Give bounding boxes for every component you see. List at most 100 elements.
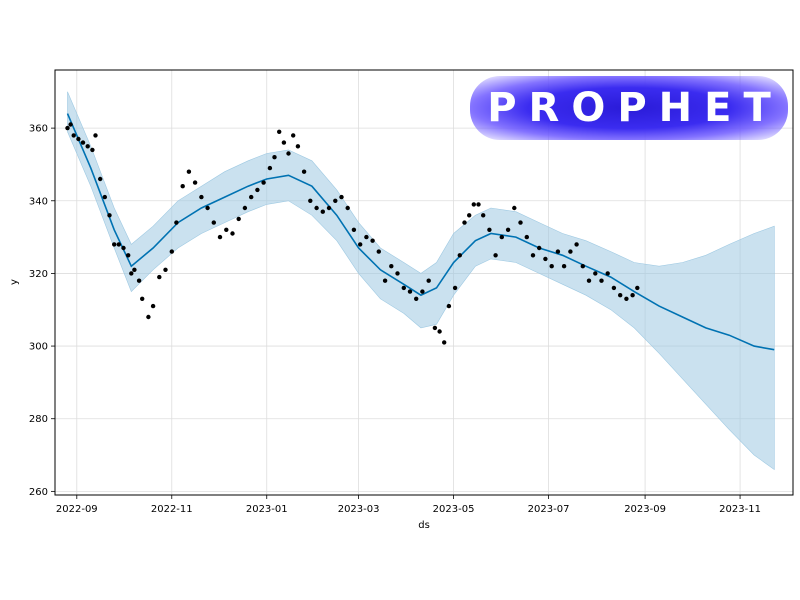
observed-point [345, 205, 350, 211]
observed-point [76, 136, 81, 142]
observed-point [281, 140, 287, 145]
observed-point [121, 245, 126, 251]
observed-point [68, 122, 73, 127]
observed-point [261, 180, 266, 185]
observed-point [630, 293, 635, 298]
x-tick-label: 2023-11 [719, 504, 761, 515]
observed-point [180, 184, 185, 189]
observed-point [512, 205, 517, 211]
observed-point [71, 133, 76, 138]
observed-point [236, 216, 241, 222]
observed-point [476, 202, 481, 207]
observed-point [618, 293, 623, 298]
observed-point [314, 205, 319, 211]
x-tick-label: 2023-03 [338, 504, 380, 515]
observed-point [452, 285, 458, 291]
observed-point [267, 165, 273, 171]
prophet-logo-text: PROPHET [487, 85, 783, 131]
x-tick-label: 2023-07 [528, 504, 570, 515]
observed-point [157, 274, 162, 280]
forecast-line [66, 113, 775, 351]
observed-point [420, 289, 425, 294]
y-tick-label: 320 [29, 269, 48, 280]
prophet-logo: PROPHET [470, 76, 788, 140]
observed-point [163, 267, 168, 272]
y-tick-label: 260 [29, 487, 48, 498]
observed-point [580, 264, 585, 269]
observed-point [255, 187, 260, 193]
observed-point [192, 180, 198, 185]
observed-point [599, 278, 604, 283]
observed-point [129, 271, 134, 276]
x-tick-label: 2022-11 [151, 504, 193, 515]
observed-point [217, 234, 223, 240]
y-tick-label: 280 [29, 414, 48, 425]
x-tick-label: 2023-01 [246, 504, 288, 515]
observed-point [169, 249, 174, 254]
observed-point [186, 169, 192, 174]
y-axis-title: y [9, 279, 20, 285]
observed-point [414, 296, 419, 301]
observed-point [499, 234, 504, 240]
observed-point [530, 253, 536, 258]
x-tick-label: 2023-09 [624, 504, 666, 515]
observed-point [437, 329, 442, 334]
observed-point [561, 264, 567, 269]
observed-point [611, 285, 617, 291]
observed-point [320, 209, 325, 214]
observed-point [98, 176, 103, 182]
observed-point [493, 253, 498, 258]
observed-point [407, 289, 413, 294]
observed-point [605, 271, 610, 276]
y-axis-ticks: 260 280 300 320 340 360 [29, 124, 55, 498]
observed-point [107, 213, 112, 218]
observed-point [467, 213, 472, 218]
observed-point [382, 278, 388, 283]
y-tick-label: 300 [29, 342, 48, 353]
observed-point [80, 140, 86, 145]
observed-point [395, 271, 400, 276]
observed-point [574, 242, 579, 247]
observed-points-layer [65, 122, 640, 345]
observed-point [211, 220, 216, 225]
observed-point [568, 249, 573, 254]
x-axis-title: ds [418, 520, 430, 531]
observed-point [401, 285, 406, 291]
y-tick-label: 360 [29, 124, 48, 135]
observed-point [146, 314, 151, 320]
observed-point [543, 256, 548, 262]
observed-point [205, 205, 210, 211]
observed-point [364, 234, 369, 240]
observed-point [358, 242, 363, 247]
observed-point [586, 278, 592, 283]
observed-point [635, 285, 640, 291]
observed-point [90, 147, 95, 153]
observed-point [277, 129, 282, 134]
observed-point [150, 303, 156, 309]
observed-point [457, 253, 462, 258]
observed-point [537, 245, 542, 251]
observed-point [481, 213, 486, 218]
observed-point [140, 296, 145, 301]
observed-point [555, 249, 561, 254]
forecast-line-layer [66, 113, 775, 351]
observed-point [295, 144, 301, 149]
observed-point [272, 155, 277, 160]
observed-point [286, 151, 291, 156]
observed-point [333, 198, 338, 203]
observed-point [446, 303, 452, 309]
observed-point [112, 242, 117, 247]
x-tick-label: 2022-09 [56, 504, 98, 515]
x-tick-label: 2023-05 [433, 504, 475, 515]
observed-point [624, 296, 629, 301]
observed-point [249, 194, 254, 200]
y-tick-label: 340 [29, 196, 48, 207]
observed-point [230, 231, 235, 236]
observed-point [389, 264, 394, 269]
observed-point [136, 278, 142, 283]
observed-point [524, 234, 529, 240]
observed-point [102, 194, 108, 200]
x-axis-ticks: 2022-09 2022-11 2023-01 2023-03 2023-05 2023-… [56, 495, 761, 515]
observed-point [505, 227, 511, 232]
observed-point [291, 133, 296, 138]
